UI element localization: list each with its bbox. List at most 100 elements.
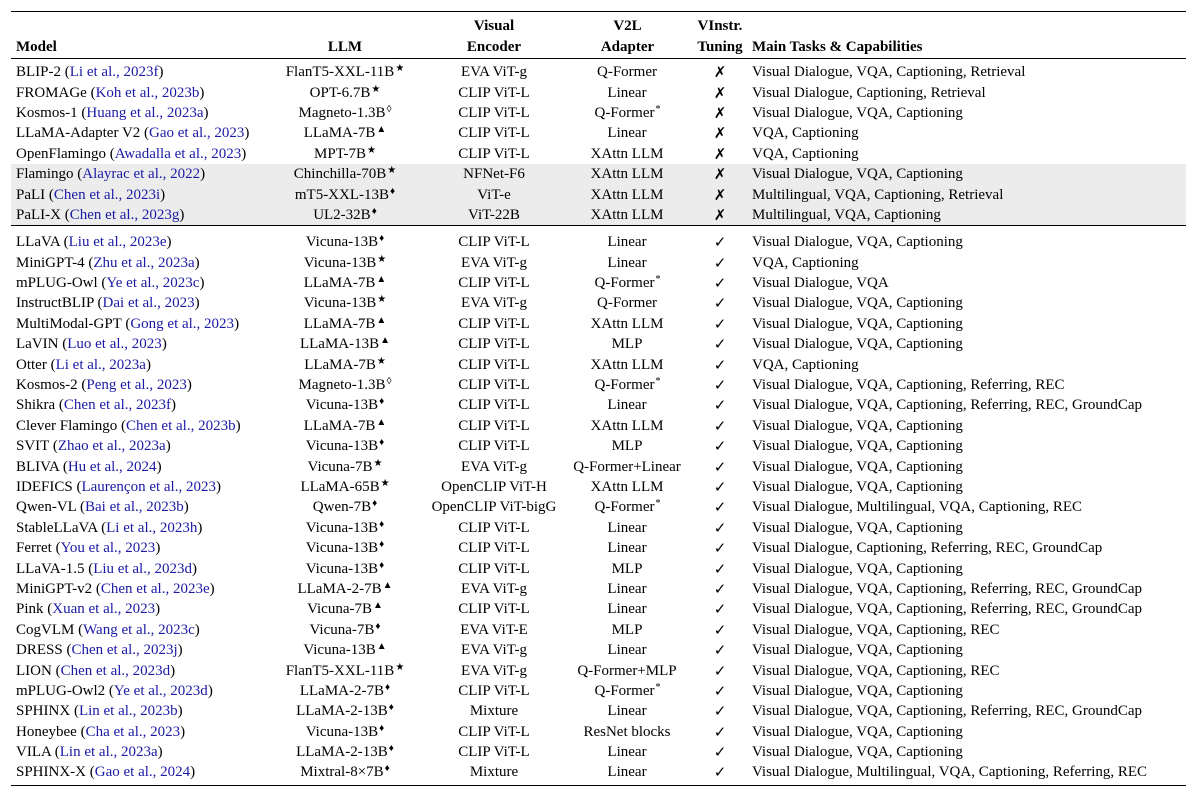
llm-cell: LLaMA-7B★ xyxy=(264,354,426,374)
adapter-footnote-marker: * xyxy=(655,498,661,510)
adapter-cell: XAttn LLM xyxy=(562,164,693,184)
table-row: Shikra (Chen et al., 2023f) Vicuna-13B♦ CL… xyxy=(11,395,1186,415)
adapter-footnote-marker: * xyxy=(655,103,661,115)
citation-link[interactable]: Awadalla et al., 2023 xyxy=(114,145,242,162)
table-row: LLaVA (Liu et al., 2023e) Vicuna-13B♦ CLIP… xyxy=(11,225,1186,253)
tasks-cell: Visual Dialogue, VQA, Captioning xyxy=(752,723,963,740)
citation-link[interactable]: Xuan et al., 2023 xyxy=(52,601,156,618)
table-row: BLIVA (Hu et al., 2024) Vicuna-7B★ EVA ViT… xyxy=(11,456,1186,476)
citation-link[interactable]: Hu et al., 2024 xyxy=(67,458,157,475)
vinstr-tuning-mark: ✗ xyxy=(713,144,727,163)
citation-link[interactable]: Chen et al., 2023d xyxy=(60,662,171,679)
model-cell: PaLI-X (Chen et al., 2023g) xyxy=(16,206,185,223)
citation-link[interactable]: Lin et al., 2023a xyxy=(59,744,158,761)
citation-link[interactable]: Huang et al., 2023a xyxy=(86,104,204,121)
header-llm-spacer xyxy=(264,11,426,35)
llm-cell: OPT-6.7B★ xyxy=(264,82,426,102)
model-cell: OpenFlamingo (Awadalla et al., 2023) xyxy=(16,145,247,162)
adapter-cell: Linear xyxy=(562,640,693,660)
visual-encoder-cell: EVA ViT-g xyxy=(461,458,527,475)
tasks-cell: Visual Dialogue, VQA, Captioning xyxy=(752,295,963,312)
llm-name: Vicuna-7B xyxy=(307,458,373,475)
adapter-name: Q-Former xyxy=(594,104,655,121)
model-name: OpenFlamingo xyxy=(16,145,106,162)
tasks-cell: Visual Dialogue, VQA, Captioning xyxy=(747,225,1186,253)
citation-link[interactable]: Chen et al., 2023j xyxy=(71,642,178,659)
llm-availability-marker: ▲ xyxy=(380,335,391,347)
adapter-footnote-marker: * xyxy=(655,376,661,388)
citation-link[interactable]: Zhao et al., 2023a xyxy=(57,438,166,455)
tasks-cell: Visual Dialogue, VQA, Captioning xyxy=(752,560,963,577)
llm-cell: Vicuna-13B★ xyxy=(264,293,426,313)
model-name: PaLI-X xyxy=(16,206,61,223)
llm-availability-marker: ♦ xyxy=(379,722,385,734)
tasks-cell: Visual Dialogue, VQA, Captioning xyxy=(752,744,963,761)
adapter-cell: Linear xyxy=(562,762,693,786)
adapter-footnote-marker: * xyxy=(655,681,661,693)
tasks-cell: Visual Dialogue, VQA, Captioning, Referr… xyxy=(752,377,1065,394)
tasks-cell: Visual Dialogue, VQA, Captioning xyxy=(752,104,963,121)
citation-link[interactable]: Gao et al., 2023 xyxy=(149,125,245,142)
llm-availability-marker: ▲ xyxy=(373,600,383,612)
model-cell: DRESS (Chen et al., 2023j) xyxy=(16,642,183,659)
tasks-cell: Visual Dialogue, Multilingual, VQA, Capt… xyxy=(747,762,1186,786)
citation-link[interactable]: You et al., 2023 xyxy=(60,540,156,557)
citation-link[interactable]: Li et al., 2023f xyxy=(69,64,159,81)
adapter-cell: MLP xyxy=(562,334,693,354)
vinstr-tuning-mark: ✓ xyxy=(713,620,727,639)
citation-link[interactable]: Alayrac et al., 2022 xyxy=(82,166,201,183)
citation-link[interactable]: Gong et al., 2023 xyxy=(130,315,235,332)
vinstr-tuning-mark: ✓ xyxy=(713,600,727,619)
model-name: Honeybee xyxy=(16,723,77,740)
model-name: LION xyxy=(16,662,52,679)
model-name: BLIP-2 xyxy=(16,64,61,81)
citation-link[interactable]: Gao et al., 2024 xyxy=(94,764,191,781)
adapter-name: Linear xyxy=(607,125,647,142)
tasks-cell: Visual Dialogue, VQA, Captioning xyxy=(752,166,963,183)
table-row: OpenFlamingo (Awadalla et al., 2023) MPT-… xyxy=(11,144,1186,164)
llm-cell: LLaMA-2-7B▲ xyxy=(264,579,426,599)
citation-link[interactable]: Bai et al., 2023b xyxy=(85,499,184,516)
model-cell: VILA (Lin et al., 2023a) xyxy=(16,744,163,761)
vinstr-tuning-mark: ✓ xyxy=(713,294,727,313)
citation-link[interactable]: Cha et al., 2023 xyxy=(85,723,181,740)
table-row: Flamingo (Alayrac et al., 2022) Chinchill… xyxy=(11,163,1186,185)
llm-cell: Vicuna-13B♦ xyxy=(264,225,426,253)
citation-link[interactable]: Li et al., 2023h xyxy=(106,519,198,536)
adapter-name: Q-Former xyxy=(594,377,655,394)
citation-link[interactable]: Zhu et al., 2023a xyxy=(93,254,195,271)
citation-link[interactable]: Liu et al., 2023d xyxy=(93,560,192,577)
header-tasks-spacer xyxy=(747,11,1186,35)
model-cell: StableLLaVA (Li et al., 2023h) xyxy=(16,519,203,536)
citation-link[interactable]: Luo et al., 2023 xyxy=(67,336,162,353)
llm-cell: LLaMA-2-13B♦ xyxy=(264,701,426,721)
citation-link[interactable]: Laurençon et al., 2023 xyxy=(81,479,216,495)
citation-link[interactable]: Peng et al., 2023 xyxy=(86,377,187,394)
citation-link[interactable]: Chen et al., 2023i xyxy=(53,186,161,203)
llm-name: FlanT5-XXL-11B xyxy=(285,662,395,679)
citation-link[interactable]: Chen et al., 2023b xyxy=(126,417,236,434)
citation-link[interactable]: Dai et al., 2023 xyxy=(102,295,195,312)
table-row: Qwen-VL (Bai et al., 2023b) Qwen-7B♦ OpenC… xyxy=(11,497,1186,517)
citation-link[interactable]: Koh et al., 2023b xyxy=(95,84,200,101)
citation-link[interactable]: Wang et al., 2023c xyxy=(83,621,195,638)
tasks-cell: Visual Dialogue, VQA, Captioning, Referr… xyxy=(752,580,1143,597)
citation-link[interactable]: Chen et al., 2023e xyxy=(100,580,210,597)
llm-cell: UL2-32B♦ xyxy=(264,205,426,226)
citation-link[interactable]: Ye et al., 2023d xyxy=(113,682,208,699)
llm-name: Vicuna-7B xyxy=(307,601,372,618)
citation-link[interactable]: Chen et al., 2023f xyxy=(63,397,171,414)
adapter-name: Q-Former xyxy=(597,64,657,81)
citation-link[interactable]: Liu et al., 2023e xyxy=(68,234,167,251)
adapter-name: Linear xyxy=(607,519,647,536)
adapter-cell: MLP xyxy=(562,436,693,456)
llm-name: LLaMA-7B xyxy=(304,356,376,373)
vinstr-tuning-mark: ✓ xyxy=(713,722,727,741)
visual-encoder-cell: CLIP ViT-L xyxy=(426,225,562,253)
citation-link[interactable]: Chen et al., 2023g xyxy=(69,206,180,223)
citation-link[interactable]: Lin et al., 2023b xyxy=(78,703,178,720)
llm-cell: Vicuna-13B♦ xyxy=(264,436,426,456)
citation-link[interactable]: Ye et al., 2023c xyxy=(106,275,200,292)
table-row: LION (Chen et al., 2023d) FlanT5-XXL-11B★… xyxy=(11,660,1186,680)
citation-link[interactable]: Li et al., 2023a xyxy=(55,356,146,373)
